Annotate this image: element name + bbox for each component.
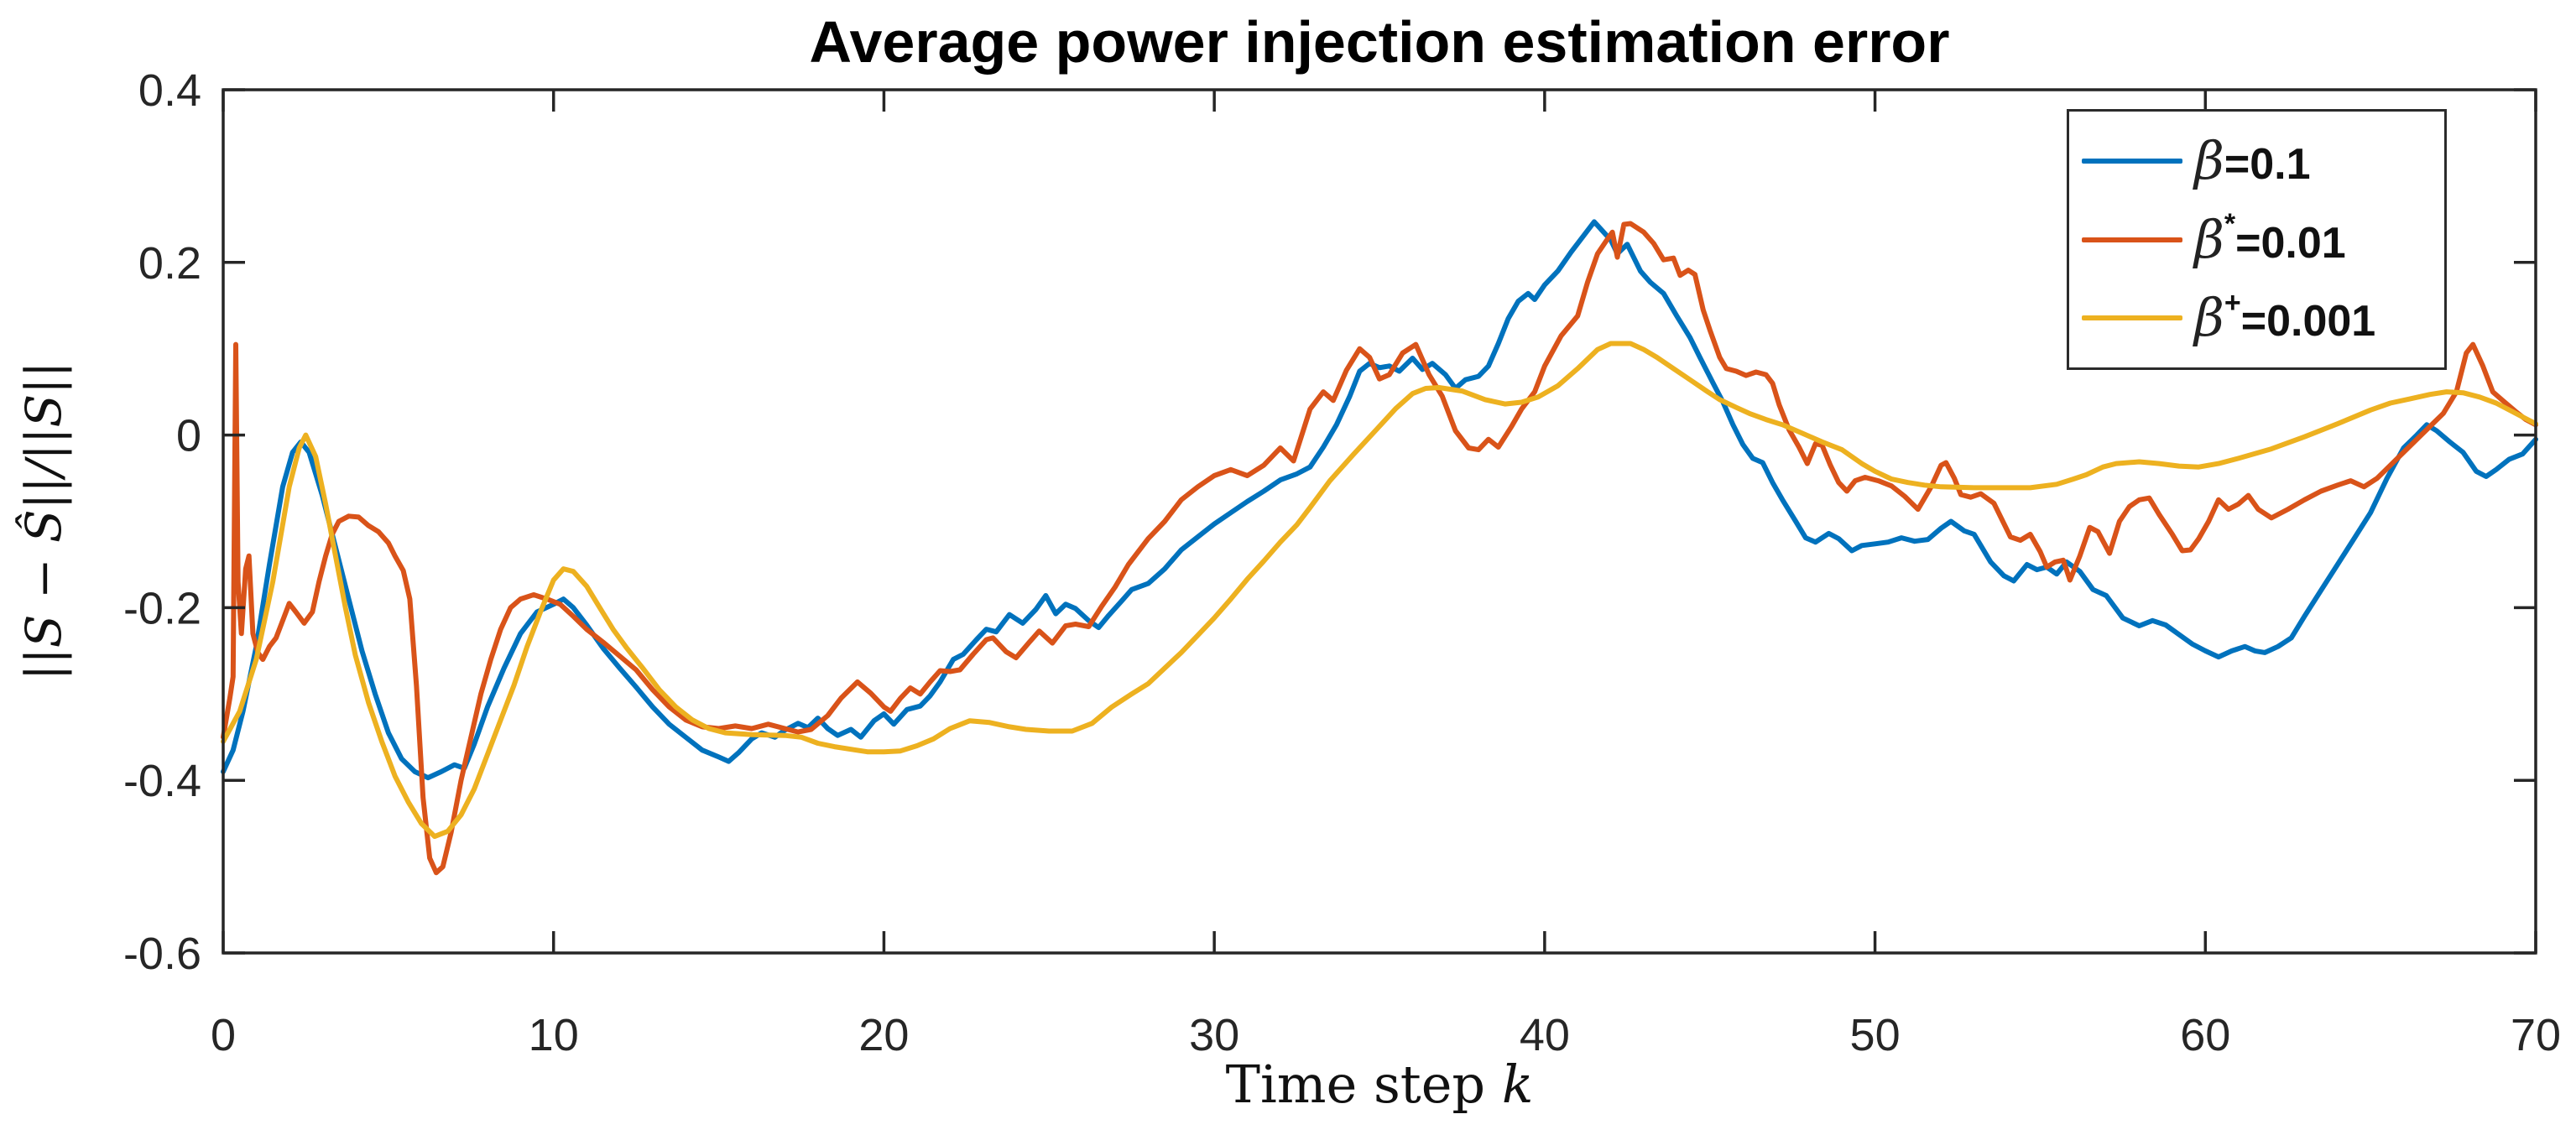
legend-item-label: β=0.1 (2194, 129, 2311, 191)
x-tick-label: 0 (211, 1010, 236, 1060)
legend-item-label: β*=0.01 (2194, 208, 2346, 270)
y-tick-label: 0.4 (138, 65, 201, 116)
y-tick-label: -0.6 (123, 929, 201, 979)
y-tick-label: -0.2 (123, 583, 201, 633)
x-tick-label: 30 (1189, 1010, 1239, 1060)
x-axis-label-variable: k (1501, 1054, 1534, 1115)
x-tick-label: 40 (1520, 1010, 1570, 1060)
legend-item: β*=0.01 (2082, 208, 2444, 270)
y-tick-label: 0 (176, 411, 201, 461)
legend-line-sample (2082, 158, 2182, 164)
series-line--0.01 (221, 221, 2538, 876)
x-tick-label: 20 (858, 1010, 909, 1060)
x-tick-label: 10 (529, 1010, 579, 1060)
y-tick-label: 0.2 (138, 238, 201, 289)
series-line--0.001 (221, 341, 2538, 840)
axes-border (222, 88, 2537, 955)
legend-line-sample (2082, 237, 2182, 242)
legend-line-sample (2082, 315, 2182, 321)
x-tick-label: 50 (1850, 1010, 1901, 1060)
x-tick-label: 70 (2511, 1010, 2561, 1060)
series-line--0.1 (221, 219, 2538, 781)
x-tick-label: 60 (2180, 1010, 2230, 1060)
legend-item-label: β+=0.001 (2194, 286, 2376, 349)
legend-item: β=0.1 (2082, 132, 2444, 190)
legend-item: β+=0.001 (2082, 289, 2444, 347)
page-title: Average power injection estimation error (809, 9, 1950, 75)
y-tick-label: -0.4 (123, 756, 201, 806)
x-axis-label: Time step k (223, 1054, 2536, 1115)
x-axis-label-text: Time step (1225, 1054, 1502, 1115)
legend: β=0.1 β*=0.01 β+=0.001 (2067, 109, 2447, 370)
